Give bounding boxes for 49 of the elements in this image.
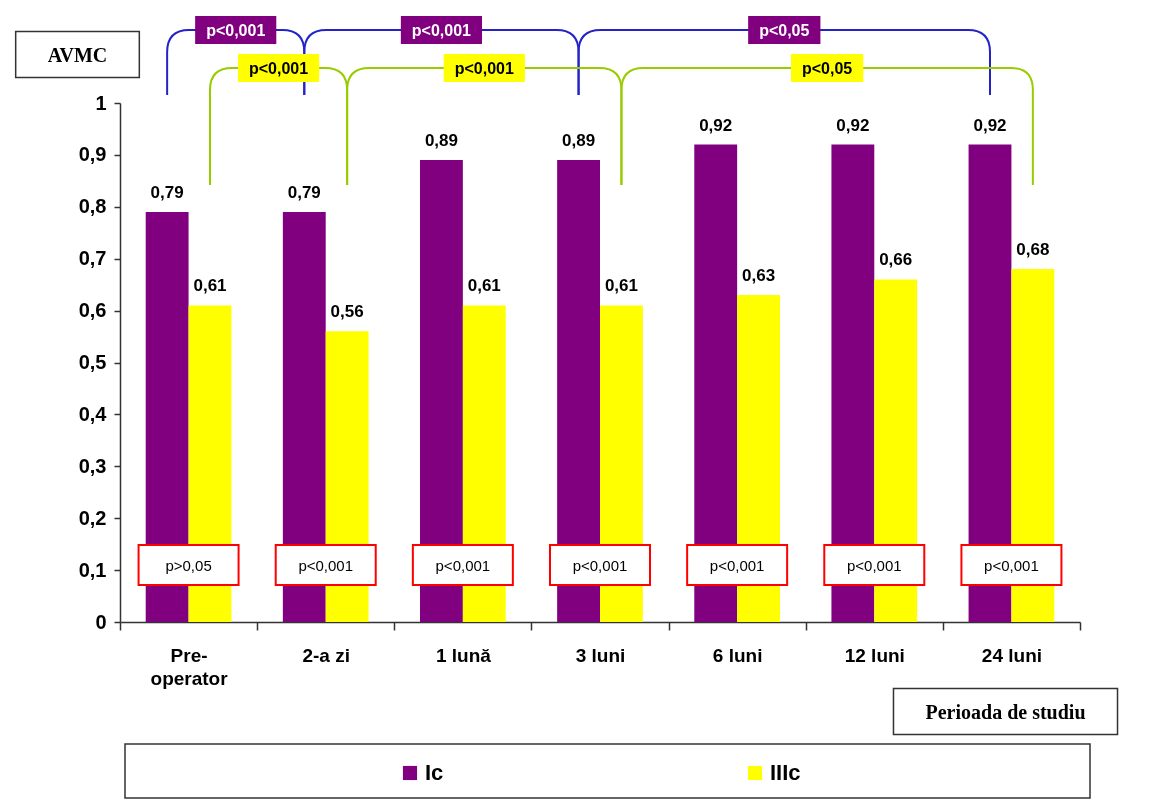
x-axis-title: Perioada de studiu — [925, 700, 1086, 723]
data-label: 0,92 — [699, 115, 733, 135]
y-tick-label: 1 — [95, 91, 107, 114]
annotation: p<0,001 — [572, 556, 628, 574]
annotation: p<0,001 — [846, 556, 902, 574]
y-tick-label: 0,9 — [78, 143, 107, 166]
data-label: 0,61 — [467, 276, 501, 296]
data-label: 0,61 — [604, 276, 638, 296]
legend-label: IIIc — [770, 760, 801, 785]
y-tick-label: 0,4 — [78, 402, 108, 425]
y-tick-label: 0,8 — [78, 195, 107, 218]
annotation: p<0,001 — [298, 556, 354, 574]
y-tick-label: 0,3 — [78, 454, 107, 477]
data-label: 0,66 — [879, 250, 913, 270]
x-tick-label: Pre-operator — [150, 644, 229, 689]
x-tick-label: 2-a zi — [302, 644, 350, 666]
x-tick-label: 12 luni — [844, 644, 905, 666]
data-label: 0,79 — [287, 182, 321, 202]
text: p<0,05 — [759, 21, 810, 39]
y-tick-label: 0,2 — [78, 506, 107, 529]
data-label: 0,92 — [836, 115, 870, 135]
x-tick-label: 3 luni — [575, 644, 626, 666]
data-label: 0,61 — [193, 276, 227, 296]
text: p<0,001 — [206, 21, 266, 39]
y-tick-label: 0,6 — [78, 299, 107, 322]
data-label: 0,79 — [150, 182, 184, 202]
annotation: p>0,05 — [165, 556, 212, 574]
data-label: 0,89 — [424, 131, 458, 151]
y-tick-label: 0,7 — [78, 247, 107, 270]
text: p<0,05 — [802, 59, 853, 77]
x-tick-label: 1 lună — [435, 644, 492, 666]
text: p<0,001 — [411, 21, 472, 39]
data-label: 0,89 — [562, 131, 596, 151]
x-tick-label: 6 luni — [712, 644, 763, 666]
annotation: p<0,001 — [709, 556, 765, 574]
legend-label: Ic — [425, 760, 444, 785]
data-label: 0,63 — [742, 266, 776, 286]
y-tick-label: 0,5 — [78, 351, 107, 373]
y-axis-title: AVMC — [47, 43, 108, 66]
text: p<0,001 — [454, 59, 514, 77]
text: p<0,001 — [248, 59, 309, 77]
data-label: 0,56 — [330, 302, 364, 322]
data-label: 0,92 — [973, 115, 1007, 135]
y-tick-label: 0,1 — [78, 558, 107, 581]
data-label: 0,68 — [1016, 240, 1050, 260]
y-tick-label: 0 — [95, 610, 107, 633]
annotation: p<0,001 — [984, 556, 1039, 574]
x-tick-label: 24 luni — [981, 644, 1043, 666]
annotation: p<0,001 — [435, 556, 491, 574]
